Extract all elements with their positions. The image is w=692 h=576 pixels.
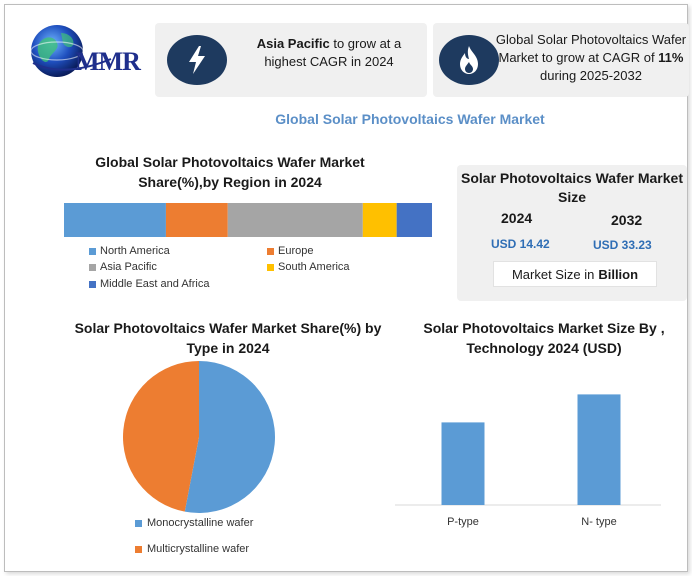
highlight-text: Asia Pacific to grow at a highest CAGR i… [256,36,402,69]
highlight-text: Global Solar Photovoltaics Wafer Market … [495,32,687,83]
type-chart-title: Solar Photovoltaics Wafer Market Share(%… [74,320,382,356]
legend-item-south-america: South America [267,261,350,273]
mmr-logo: MMR [27,19,141,89]
legend-swatch [135,519,142,527]
x-tick-label: P-type [447,516,479,528]
legend-item-north-america: North America [89,245,170,257]
legend-swatch [89,280,96,288]
region-segment-north-america [64,203,166,237]
highlight-card-cagr: Global Solar Photovoltaics Wafer Market … [433,23,689,97]
year-2024: 2024 [501,210,533,226]
market-size-title: Solar Photovoltaics Wafer Market Size [461,170,683,205]
badge [167,35,227,85]
value-2032: USD 33.23 [593,238,652,252]
technology-bar-chart: P-type N- type [395,394,661,528]
legend-swatch [135,545,142,553]
pie-slice-multicrystalline-wafer [123,361,199,512]
lightning-icon [189,46,205,74]
region-stacked-bar [64,203,432,237]
legend-item-asia-pacific: Asia Pacific [89,261,157,273]
bar-ntype [577,394,621,505]
legend-item-mea: Middle East and Africa [89,278,209,290]
highlight-card-asia-pacific: Asia Pacific to grow at a highest CAGR i… [155,23,427,97]
region-segment-south-america [362,203,397,237]
market-size-panel: Solar Photovoltaics Wafer Market Size 20… [457,165,687,301]
legend-item-multicrystalline: Multicrystalline wafer [135,543,249,555]
globe-icon [30,25,112,77]
flame-icon [460,46,478,74]
main-title: Global Solar Photovoltaics Wafer Market [275,111,545,127]
type-pie-chart [123,361,276,513]
legend-item-europe: Europe [267,245,313,257]
infographic-frame: MMR Asia Pacific to grow at a highest CA… [4,4,689,572]
legend-item-monocrystalline: Monocrystalline wafer [135,517,253,529]
legend-swatch [267,263,274,271]
region-segment-asia-pacific [227,203,363,237]
pie-slice-monocrystalline-wafer [184,361,276,513]
legend-swatch [89,263,96,271]
region-segment-europe [165,203,228,237]
x-tick-label: N- type [581,516,616,528]
year-2032: 2032 [611,212,643,228]
value-2024: USD 14.42 [491,237,550,251]
legend-swatch [267,247,274,255]
region-segment-middle-east-and-africa [396,203,432,237]
region-chart-title: Global Solar Photovoltaics Wafer Market … [95,154,365,190]
unit-label: Market Size in Billion [493,261,657,287]
logo-text: MMR [75,47,141,76]
badge [439,35,499,85]
bar-ptype [441,422,485,505]
technology-chart-title: Solar Photovoltaics Market Size By , Tec… [423,320,665,356]
legend-swatch [89,247,96,255]
